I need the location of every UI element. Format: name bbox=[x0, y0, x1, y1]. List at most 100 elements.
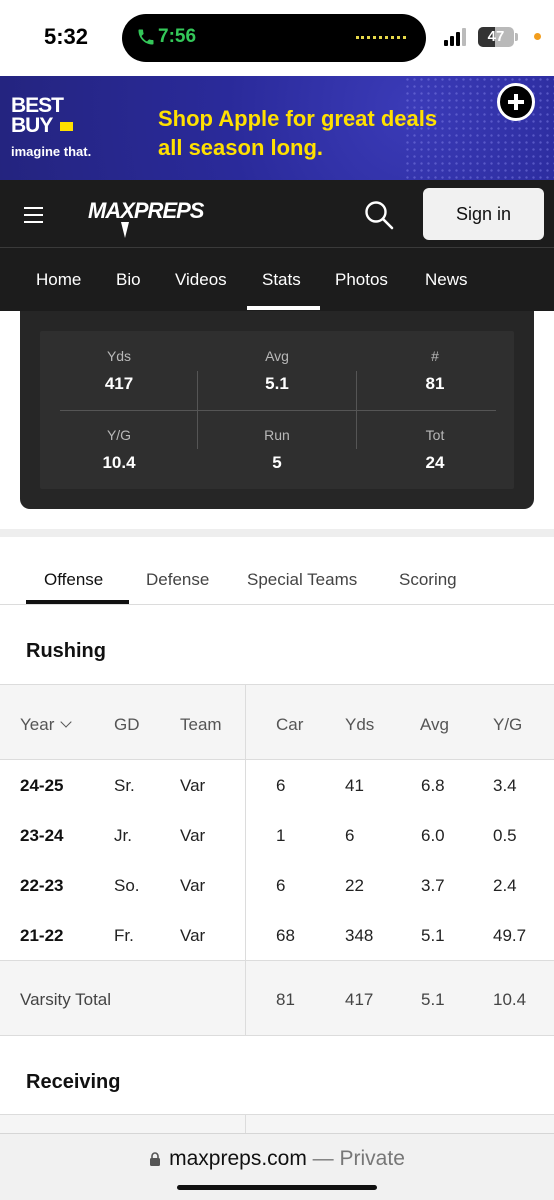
table-cell: Jr. bbox=[114, 826, 132, 845]
dynamic-island-call[interactable]: 7:56 bbox=[122, 14, 426, 62]
ad-headline: Shop Apple for great deals all season lo… bbox=[158, 106, 438, 160]
section-separator bbox=[0, 529, 554, 537]
table-cell: Var bbox=[180, 926, 206, 945]
table-cell: So. bbox=[114, 876, 140, 895]
column-header: Y/G bbox=[493, 715, 523, 734]
table-cell: 24-25 bbox=[20, 776, 64, 795]
tab-stats[interactable]: Stats bbox=[262, 270, 301, 289]
table-cell: 23-24 bbox=[20, 826, 64, 845]
active-category-indicator bbox=[26, 600, 129, 604]
battery-level bbox=[478, 27, 495, 47]
table-cell: 68 bbox=[276, 926, 295, 945]
ad-expand-plus-icon[interactable] bbox=[497, 83, 535, 121]
cellular-signal-icon bbox=[444, 28, 468, 46]
lock-icon bbox=[150, 1152, 161, 1166]
status-bar: 5:32 7:56 47 bbox=[0, 0, 554, 76]
stat-count: # 81 bbox=[425, 348, 445, 393]
privacy-indicator-dot bbox=[534, 33, 541, 40]
url-host: maxpreps.com bbox=[169, 1147, 307, 1170]
battery-percent: 47 bbox=[487, 28, 505, 45]
column-header: GD bbox=[114, 715, 140, 734]
table-cell: 1 bbox=[276, 826, 286, 845]
tab-news[interactable]: News bbox=[425, 270, 468, 289]
table-row: 24-25 Sr. Var 6 41 6.8 3.4 bbox=[0, 760, 554, 810]
table-cell: 6.8 bbox=[421, 776, 445, 795]
total-label: Varsity Total bbox=[20, 990, 112, 1009]
site-header: MAXPREPS Sign in Home Bio Videos Stats P… bbox=[0, 180, 554, 311]
table-cell: 6 bbox=[276, 776, 286, 795]
year-sort-header[interactable]: Year bbox=[20, 715, 73, 735]
table-cell: 41 bbox=[345, 776, 364, 795]
status-time: 5:32 bbox=[44, 24, 89, 49]
header-divider bbox=[0, 247, 554, 248]
table-cell: 3.4 bbox=[493, 776, 517, 795]
grid-divider bbox=[60, 410, 496, 411]
tab-special-teams[interactable]: Special Teams bbox=[247, 570, 358, 589]
table-cell: 49.7 bbox=[493, 926, 527, 945]
battery-nub bbox=[515, 33, 518, 41]
column-header: Team bbox=[180, 715, 222, 734]
table-cell: 2.4 bbox=[493, 876, 517, 895]
stat-category-tabs: Offense Defense Special Teams Scoring bbox=[0, 537, 554, 605]
column-header: Avg bbox=[420, 715, 449, 734]
search-icon[interactable] bbox=[363, 199, 395, 231]
table-total-row: Varsity Total 81 417 5.1 10.4 bbox=[0, 960, 554, 1036]
table-cell: 10.4 bbox=[493, 990, 527, 1009]
table-cell: 6.0 bbox=[421, 826, 445, 845]
table-cell: Fr. bbox=[114, 926, 134, 945]
table-cell: Var bbox=[180, 776, 206, 795]
sign-in-button[interactable]: Sign in bbox=[423, 188, 544, 240]
tab-offense[interactable]: Offense bbox=[44, 570, 104, 589]
maxpreps-x-mark-icon bbox=[121, 222, 129, 238]
chevron-down-icon bbox=[60, 716, 73, 728]
stat-yards-per-game: Y/G 10.4 bbox=[102, 427, 136, 472]
frozen-column-divider bbox=[245, 684, 246, 1036]
private-mode-label: — Private bbox=[306, 1147, 405, 1170]
audio-waveform-icon bbox=[356, 36, 406, 40]
stats-summary-card: Yds 417 Avg 5.1 # 81 Y/G 10.4 Run 5 Tot … bbox=[20, 311, 534, 509]
table-cell: 5.1 bbox=[421, 926, 445, 945]
tab-videos[interactable]: Videos bbox=[175, 270, 227, 289]
table-row: 23-24 Jr. Var 1 6 6.0 0.5 bbox=[0, 810, 554, 860]
table-cell: 6 bbox=[276, 876, 286, 895]
table-cell: 6 bbox=[345, 826, 355, 845]
table-cell: Var bbox=[180, 876, 206, 895]
receiving-title: Receiving bbox=[26, 1071, 121, 1093]
tab-photos[interactable]: Photos bbox=[335, 270, 388, 289]
stat-yds: Yds 417 bbox=[104, 348, 134, 393]
ad-tagline: imagine that. bbox=[11, 144, 92, 159]
table-row: 22-23 So. Var 6 22 3.7 2.4 bbox=[0, 860, 554, 910]
home-indicator[interactable] bbox=[177, 1185, 377, 1190]
table-cell: Sr. bbox=[114, 776, 135, 795]
table-cell: 21-22 bbox=[20, 926, 64, 945]
profile-nav-tabs: Home Bio Videos Stats Photos News bbox=[0, 248, 554, 311]
tab-scoring[interactable]: Scoring bbox=[399, 570, 457, 589]
best-buy-logo: BEST BUY bbox=[11, 94, 64, 137]
menu-icon[interactable] bbox=[24, 207, 44, 223]
maxpreps-logo[interactable]: MAXPREPS bbox=[88, 198, 204, 223]
table-cell: 417 bbox=[345, 990, 374, 1009]
table-cell: 0.5 bbox=[493, 826, 517, 845]
url-display[interactable]: maxpreps.com — Private bbox=[0, 1147, 554, 1171]
tab-defense[interactable]: Defense bbox=[146, 570, 210, 589]
tab-home[interactable]: Home bbox=[36, 270, 82, 289]
table-cell: 81 bbox=[276, 990, 295, 1009]
table-cell: 5.1 bbox=[421, 990, 445, 1009]
call-timer: 7:56 bbox=[158, 26, 197, 47]
browser-address-bar[interactable]: maxpreps.com — Private bbox=[0, 1133, 554, 1200]
table-cell: 348 bbox=[345, 926, 374, 945]
table-cell: 22-23 bbox=[20, 876, 64, 895]
stats-summary-grid: Yds 417 Avg 5.1 # 81 Y/G 10.4 Run 5 Tot … bbox=[40, 331, 514, 489]
table-row: 21-22 Fr. Var 68 348 5.1 49.7 bbox=[0, 910, 554, 960]
ad-banner[interactable]: BEST BUY imagine that. Shop Apple for gr… bbox=[0, 76, 554, 180]
column-header: Car bbox=[276, 715, 304, 734]
phone-icon bbox=[138, 29, 154, 45]
stat-tot: Tot 24 bbox=[425, 427, 445, 472]
stat-run: Run 5 bbox=[264, 427, 290, 472]
table-header: Year GD Team Car Yds Avg Y/G bbox=[0, 684, 554, 760]
best-buy-tag-icon bbox=[60, 122, 73, 131]
tab-bio[interactable]: Bio bbox=[116, 270, 141, 289]
stat-avg: Avg 5.1 bbox=[265, 348, 289, 393]
table-cell: 22 bbox=[345, 876, 364, 895]
active-tab-indicator bbox=[247, 306, 320, 310]
